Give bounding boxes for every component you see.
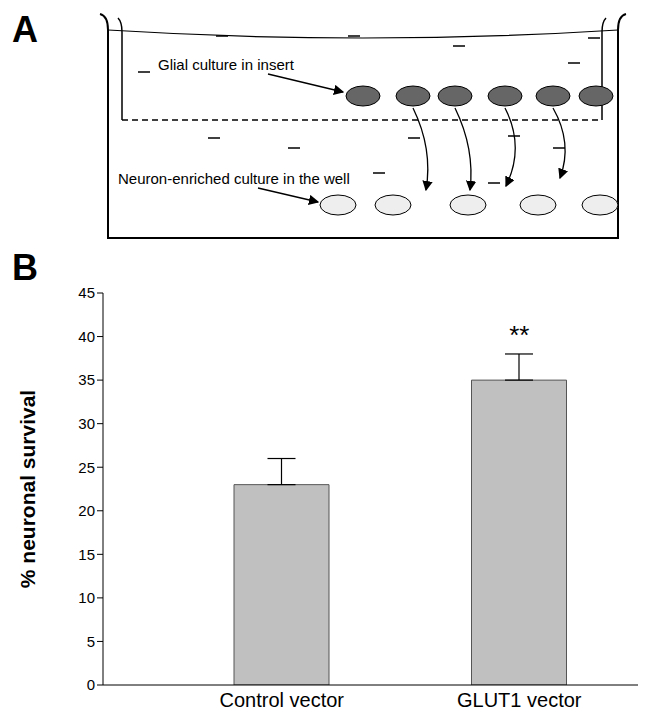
svg-text:**: **	[509, 320, 529, 350]
svg-text:Control vector: Control vector	[220, 689, 345, 711]
svg-text:45: 45	[78, 284, 95, 301]
svg-text:5: 5	[87, 633, 95, 650]
svg-text:35: 35	[78, 371, 95, 388]
svg-text:25: 25	[78, 459, 95, 476]
svg-text:A: A	[12, 9, 38, 50]
svg-text:30: 30	[78, 415, 95, 432]
svg-text:20: 20	[78, 502, 95, 519]
svg-text:10: 10	[78, 589, 95, 606]
svg-text:Neuron-enriched culture in the: Neuron-enriched culture in the well	[118, 170, 350, 187]
svg-text:GLUT1 vector: GLUT1 vector	[457, 689, 582, 711]
svg-text:Glial culture in insert: Glial culture in insert	[158, 56, 295, 73]
svg-text:40: 40	[78, 328, 95, 345]
html-text:B: B	[12, 247, 38, 288]
svg-text:% neuronal survival: % neuronal survival	[16, 390, 39, 588]
svg-text:0: 0	[87, 676, 95, 693]
svg-text:15: 15	[78, 546, 95, 563]
